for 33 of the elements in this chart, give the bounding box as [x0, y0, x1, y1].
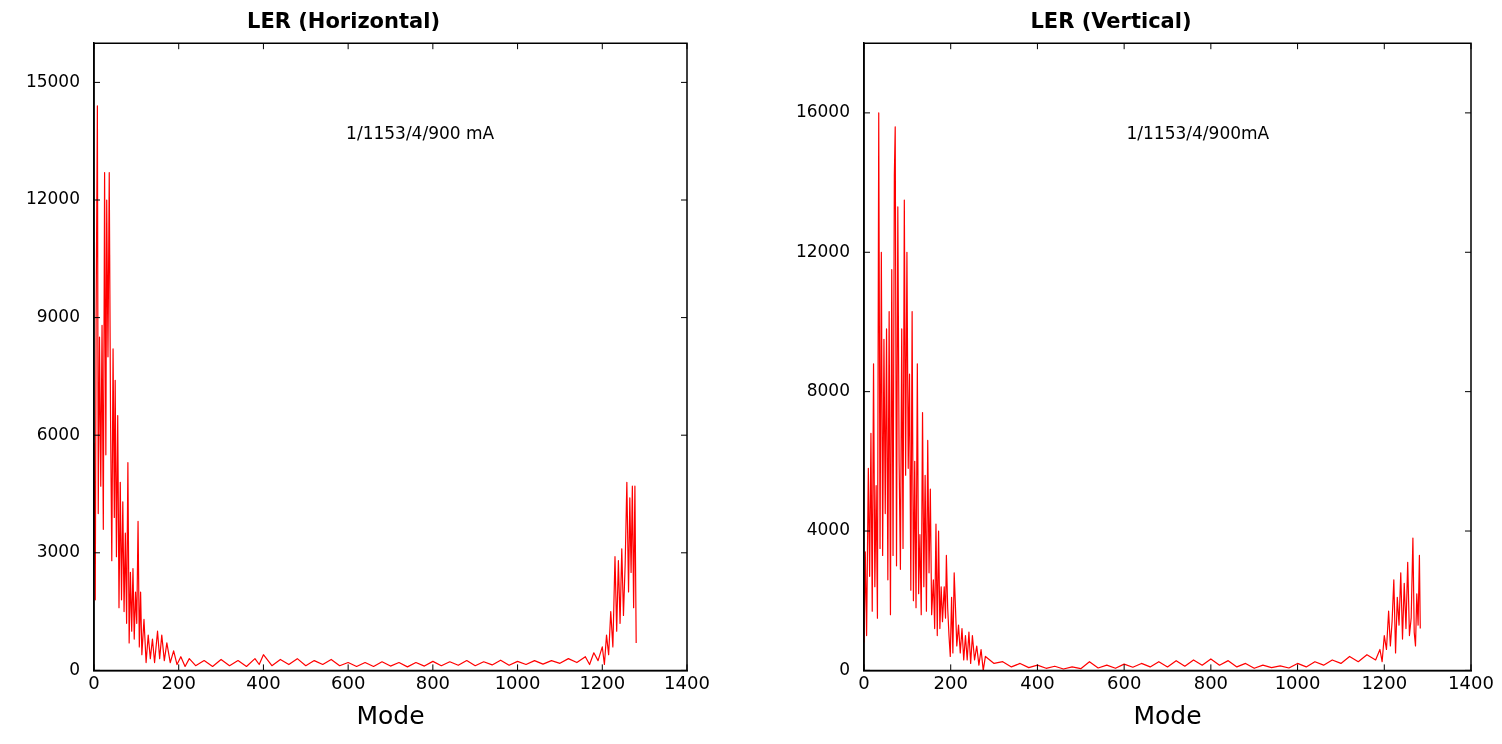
x-tick-label: 800	[415, 671, 451, 693]
y-tick-label: 15000	[25, 70, 80, 91]
y-tick-label: 0	[839, 658, 850, 679]
x-tick-label: 400	[1020, 671, 1055, 693]
x-tick-label: 1400	[1448, 671, 1494, 693]
x-tick-label: 0	[88, 671, 100, 693]
annotation: 1/1153/4/900 mA	[346, 122, 495, 143]
y-tick-label: 4000	[806, 519, 850, 540]
y-tick-label: 3000	[36, 541, 80, 562]
annotation: 1/1153/4/900mA	[1126, 122, 1270, 143]
x-tick-label: 0	[858, 671, 870, 693]
x-tick-label: 200	[161, 671, 196, 693]
y-tick-label: 12000	[795, 240, 850, 261]
x-tick-label: 1400	[664, 671, 710, 693]
x-axis-title: Mode	[1133, 700, 1202, 730]
x-axis-title: Mode	[356, 700, 425, 730]
y-tick-label: 16000	[795, 101, 850, 122]
y-tick-label: 8000	[806, 380, 850, 401]
y-tick-label: 6000	[36, 423, 80, 444]
y-tick-label: 12000	[25, 188, 80, 209]
x-tick-label: 1000	[494, 671, 541, 693]
chart-title: LER (Vertical)	[1030, 9, 1192, 34]
x-tick-label: 1200	[1361, 671, 1408, 693]
x-tick-label: 1000	[1274, 671, 1321, 693]
x-tick-label: 600	[1106, 671, 1142, 693]
x-tick-label: 600	[330, 671, 366, 693]
x-tick-label: 1200	[579, 671, 626, 693]
x-tick-label: 800	[1193, 671, 1229, 693]
x-tick-label: 400	[246, 671, 281, 693]
y-tick-label: 0	[69, 658, 80, 679]
chart-title: LER (Horizontal)	[247, 9, 440, 34]
y-tick-label: 9000	[36, 306, 80, 327]
x-tick-label: 200	[933, 671, 968, 693]
